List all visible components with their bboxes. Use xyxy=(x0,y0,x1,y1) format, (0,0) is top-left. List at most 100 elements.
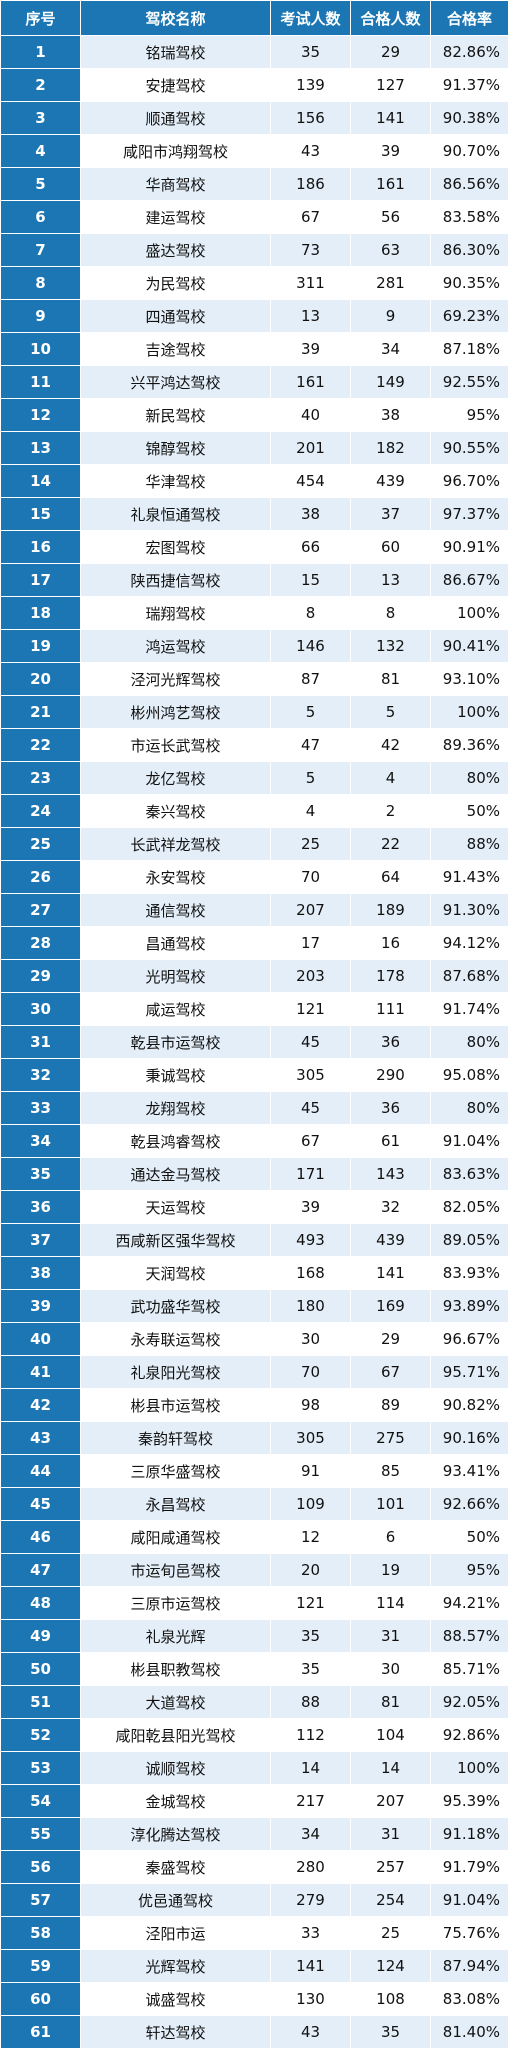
pass-rate-cell: 83.58% xyxy=(431,201,508,234)
row-index: 16 xyxy=(1,531,81,564)
row-index: 44 xyxy=(1,1455,81,1488)
passed-count-cell: 81 xyxy=(351,663,431,696)
passed-count-cell: 189 xyxy=(351,894,431,927)
pass-rate-cell: 91.37% xyxy=(431,69,508,102)
school-name-cell: 咸阳咸通驾校 xyxy=(81,1521,271,1554)
pass-rate-cell: 83.63% xyxy=(431,1158,508,1191)
tested-count-cell: 45 xyxy=(271,1026,351,1059)
row-index: 54 xyxy=(1,1785,81,1818)
row-index: 59 xyxy=(1,1950,81,1983)
row-index: 37 xyxy=(1,1224,81,1257)
row-index: 2 xyxy=(1,69,81,102)
pass-rate-cell: 91.43% xyxy=(431,861,508,894)
tested-count-cell: 34 xyxy=(271,1818,351,1851)
row-index: 47 xyxy=(1,1554,81,1587)
passed-count-cell: 25 xyxy=(351,1917,431,1950)
row-index: 43 xyxy=(1,1422,81,1455)
tested-count-cell: 91 xyxy=(271,1455,351,1488)
pass-rate-cell: 90.82% xyxy=(431,1389,508,1422)
pass-rate-cell: 81.40% xyxy=(431,2016,508,2049)
school-name-cell: 盛达驾校 xyxy=(81,234,271,267)
row-index: 52 xyxy=(1,1719,81,1752)
tested-count-cell: 168 xyxy=(271,1257,351,1290)
pass-rate-cell: 95.71% xyxy=(431,1356,508,1389)
school-name-cell: 武功盛华驾校 xyxy=(81,1290,271,1323)
pass-rate-cell: 95% xyxy=(431,399,508,432)
school-name-cell: 淳化腾达驾校 xyxy=(81,1818,271,1851)
tested-count-cell: 87 xyxy=(271,663,351,696)
row-index: 25 xyxy=(1,828,81,861)
pass-rate-cell: 95% xyxy=(431,1554,508,1587)
passed-count-cell: 101 xyxy=(351,1488,431,1521)
school-name-cell: 彬县职教驾校 xyxy=(81,1653,271,1686)
pass-rate-cell: 96.67% xyxy=(431,1323,508,1356)
passed-count-cell: 64 xyxy=(351,861,431,894)
tested-count-cell: 38 xyxy=(271,498,351,531)
school-name-cell: 诚顺驾校 xyxy=(81,1752,271,1785)
tested-count-cell: 70 xyxy=(271,1356,351,1389)
school-name-cell: 华津驾校 xyxy=(81,465,271,498)
row-index: 39 xyxy=(1,1290,81,1323)
tested-count-cell: 156 xyxy=(271,102,351,135)
tested-count-cell: 39 xyxy=(271,333,351,366)
school-name-cell: 龙亿驾校 xyxy=(81,762,271,795)
tested-count-cell: 121 xyxy=(271,1587,351,1620)
school-name-cell: 泾阳市运 xyxy=(81,1917,271,1950)
row-index: 45 xyxy=(1,1488,81,1521)
tested-count-cell: 139 xyxy=(271,69,351,102)
school-name-cell: 三原华盛驾校 xyxy=(81,1455,271,1488)
passed-count-cell: 34 xyxy=(351,333,431,366)
school-name-cell: 安捷驾校 xyxy=(81,69,271,102)
pass-rate-cell: 90.55% xyxy=(431,432,508,465)
pass-rate-cell: 96.70% xyxy=(431,465,508,498)
tested-count-cell: 12 xyxy=(271,1521,351,1554)
passed-count-cell: 149 xyxy=(351,366,431,399)
row-index: 32 xyxy=(1,1059,81,1092)
pass-rate-cell: 100% xyxy=(431,696,508,729)
pass-rate-cell: 88.57% xyxy=(431,1620,508,1653)
tested-count-cell: 130 xyxy=(271,1983,351,2016)
row-index: 19 xyxy=(1,630,81,663)
tested-count-cell: 5 xyxy=(271,696,351,729)
pass-rate-cell: 100% xyxy=(431,597,508,630)
pass-rate-cell: 86.67% xyxy=(431,564,508,597)
passed-count-cell: 37 xyxy=(351,498,431,531)
pass-rate-cell: 94.21% xyxy=(431,1587,508,1620)
pass-rate-cell: 92.55% xyxy=(431,366,508,399)
pass-rate-cell: 91.04% xyxy=(431,1884,508,1917)
tested-count-cell: 67 xyxy=(271,201,351,234)
row-index: 9 xyxy=(1,300,81,333)
school-name-cell: 瑞翔驾校 xyxy=(81,597,271,630)
pass-rate-cell: 92.05% xyxy=(431,1686,508,1719)
passed-count-cell: 141 xyxy=(351,1257,431,1290)
row-index: 17 xyxy=(1,564,81,597)
pass-rate-cell: 95.39% xyxy=(431,1785,508,1818)
passed-count-cell: 281 xyxy=(351,267,431,300)
school-name-cell: 锦醇驾校 xyxy=(81,432,271,465)
tested-count-cell: 5 xyxy=(271,762,351,795)
row-index: 56 xyxy=(1,1851,81,1884)
tested-count-cell: 493 xyxy=(271,1224,351,1257)
pass-rate-cell: 91.79% xyxy=(431,1851,508,1884)
pass-rate-cell: 91.18% xyxy=(431,1818,508,1851)
row-index: 27 xyxy=(1,894,81,927)
row-index: 50 xyxy=(1,1653,81,1686)
header-school-name: 驾校名称 xyxy=(81,1,271,36)
pass-rate-cell: 90.16% xyxy=(431,1422,508,1455)
passed-count-cell: 108 xyxy=(351,1983,431,2016)
